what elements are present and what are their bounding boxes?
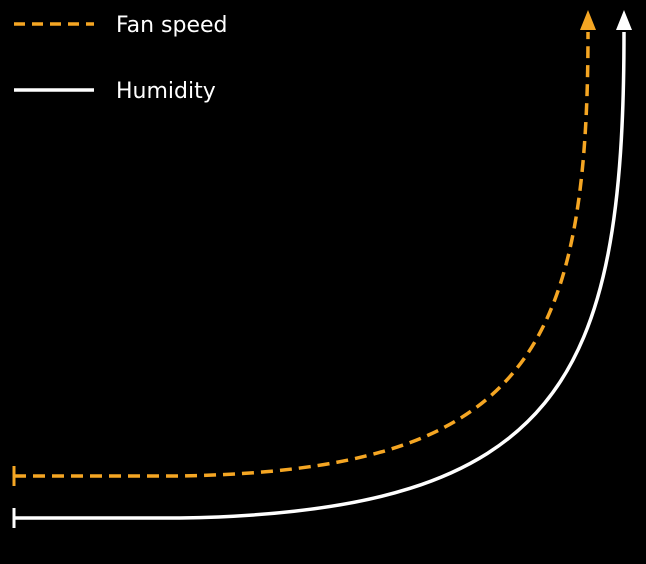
legend: Fan speed Humidity: [14, 13, 228, 104]
humidity-curve: [14, 31, 626, 520]
legend-item-fan-speed: Fan speed: [14, 13, 228, 38]
legend-item-humidity: Humidity: [14, 79, 216, 104]
humidity-arrowhead: [616, 10, 632, 30]
humidity-series: [12, 10, 632, 528]
legend-label-humidity: Humidity: [116, 79, 216, 104]
fan-speed-curve: [14, 31, 590, 478]
legend-label-fan-speed: Fan speed: [116, 13, 228, 38]
fan-speed-arrowhead: [580, 10, 596, 30]
fan-speed-series: [12, 10, 596, 486]
